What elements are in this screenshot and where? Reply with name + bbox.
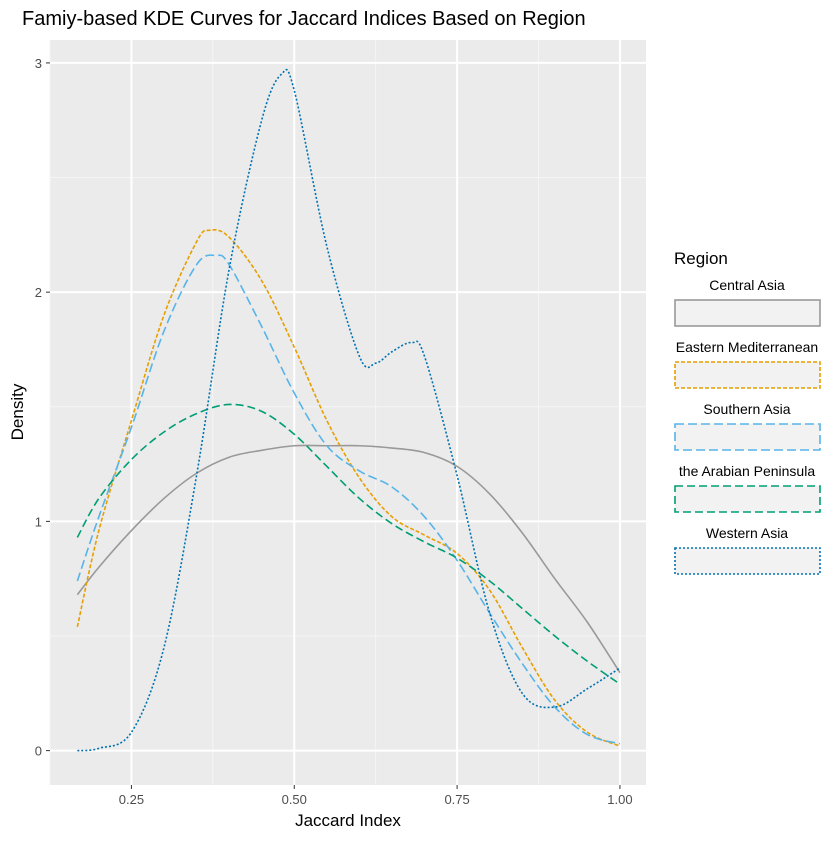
legend-key: [674, 299, 821, 327]
x-axis-label: Jaccard Index: [295, 811, 401, 830]
series-line-5: [77, 68, 621, 752]
x-tick-label: 0.25: [119, 792, 144, 807]
chart-title: Famiy-based KDE Curves for Jaccard Indic…: [22, 8, 586, 30]
grid-lines: [49, 40, 646, 785]
legend-key: [674, 423, 821, 451]
legend-key: [674, 361, 821, 389]
x-tick-label: 1.00: [607, 792, 632, 807]
y-tick-label: 1: [35, 514, 42, 529]
legend-label: the Arabian Peninsula: [679, 463, 815, 479]
legend-label: Western Asia: [706, 525, 788, 541]
legend-label: Southern Asia: [703, 401, 790, 417]
legend-label: Eastern Mediterranean: [676, 339, 818, 355]
y-axis-label: Density: [8, 383, 27, 440]
series-line-1: [76, 444, 621, 674]
series-line-3: [76, 254, 621, 745]
legend-label: Central Asia: [709, 277, 785, 293]
x-tick-label: 0.50: [282, 792, 307, 807]
series-lines: [76, 68, 621, 752]
plot-panel: [50, 40, 646, 785]
legend: Region Central Asia Eastern Mediterranean…: [674, 249, 821, 575]
y-tick-label: 0: [35, 744, 42, 759]
x-tick-label: 0.75: [444, 792, 469, 807]
series-line-2: [76, 229, 621, 747]
series-line-4: [76, 403, 621, 685]
legend-key: [674, 547, 821, 575]
axes: 0.25 0.50 0.75 1.00 0 1 2 3: [35, 56, 633, 807]
y-tick-label: 2: [35, 285, 42, 300]
legend-title: Region: [674, 249, 728, 268]
y-tick-label: 3: [35, 56, 42, 71]
legend-key: [674, 485, 821, 513]
